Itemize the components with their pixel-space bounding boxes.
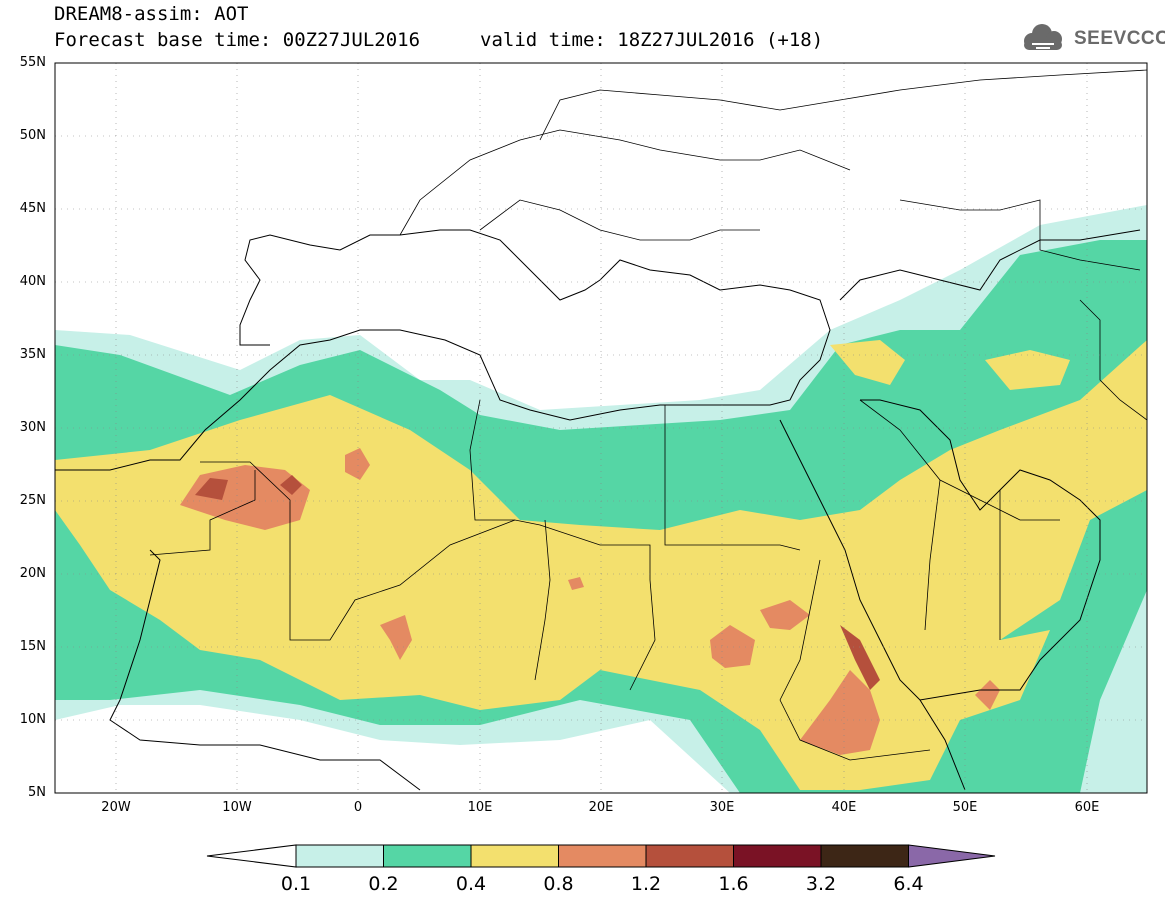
lat-label: 15N [19,639,46,654]
colorbar-level-label: 0.1 [280,873,312,895]
lon-label: 0 [353,800,363,815]
graticule [55,63,1147,793]
aot-patch-0.8-chad [568,577,584,590]
colorbar-overflow-arrow [908,844,996,868]
aot-patch-0.8-somalia [975,680,1000,710]
lat-label: 45N [19,201,46,216]
lat-label: 5N [28,785,46,800]
colorbar-level-label: 1.2 [630,873,662,895]
aot-patch-0.8-sudan-east [760,600,810,630]
logo-text: SEEVCCC [1074,28,1165,49]
colorbar-swatch-4 [645,844,734,868]
lon-label: 10E [467,800,493,815]
lon-label: 60E [1074,800,1100,815]
lat-label: 20N [19,566,46,581]
aot-patch-1.2-algeria-east [280,475,302,495]
lon-label: 50E [952,800,978,815]
aot-patch-0.4-arabia-north [830,340,905,385]
valid-time: valid time: 18Z27JUL2016 (+18) [480,29,824,51]
colorbar-level-label: 0.2 [368,873,399,895]
colorbar-level-label: 0.8 [543,873,574,895]
colorbar-level-label: 3.2 [805,873,837,895]
seevccc-logo [1024,24,1062,50]
forecast-base-time: Forecast base time: 00Z27JUL2016 [54,29,421,51]
lon-label: 20W [101,800,131,815]
lon-label: 10W [222,800,252,815]
colorbar-swatch-6 [820,844,909,868]
colorbar-underflow-arrow [206,844,297,868]
colorbar-swatch-0 [295,844,384,868]
aot-patch-1.2-red-sea [840,625,880,690]
colorbar-swatch-1 [383,844,472,868]
lat-label: 55N [19,55,46,70]
colorbar-level-label: 0.4 [455,873,487,895]
lon-label: 30E [709,800,735,815]
colorbar-level-label: 1.6 [718,873,749,895]
aot-patch-0.8-niger [380,615,412,660]
lat-label: 35N [19,347,46,362]
aot-patch-0.8-sudan [710,625,755,668]
colorbar-swatch-3 [558,844,647,868]
colorbar-swatch-5 [733,844,822,868]
aot-patch-1.2-algeria [195,478,228,500]
lon-label: 20E [588,800,614,815]
map-frame [54,62,1148,794]
colorbar-level-label: 6.4 [893,873,924,895]
aot-patch-0.4-iran [985,350,1070,390]
country-borders [149,69,1147,761]
coastlines [55,229,1141,791]
lon-label: 40E [831,800,857,815]
lat-label: 50N [19,128,46,143]
lat-label: 40N [19,274,46,289]
aot-patch-0.8-ethiopia [800,670,880,755]
colorbar-swatch-2 [470,844,559,868]
lat-label: 10N [19,712,46,727]
aot-patch-0.8-algeria [345,448,370,480]
lat-label: 25N [19,493,46,508]
colorbar [206,844,996,868]
aot-contour-field [55,63,1147,793]
map-title: DREAM8-assim: AOT [54,3,249,25]
lat-label: 30N [19,420,46,435]
